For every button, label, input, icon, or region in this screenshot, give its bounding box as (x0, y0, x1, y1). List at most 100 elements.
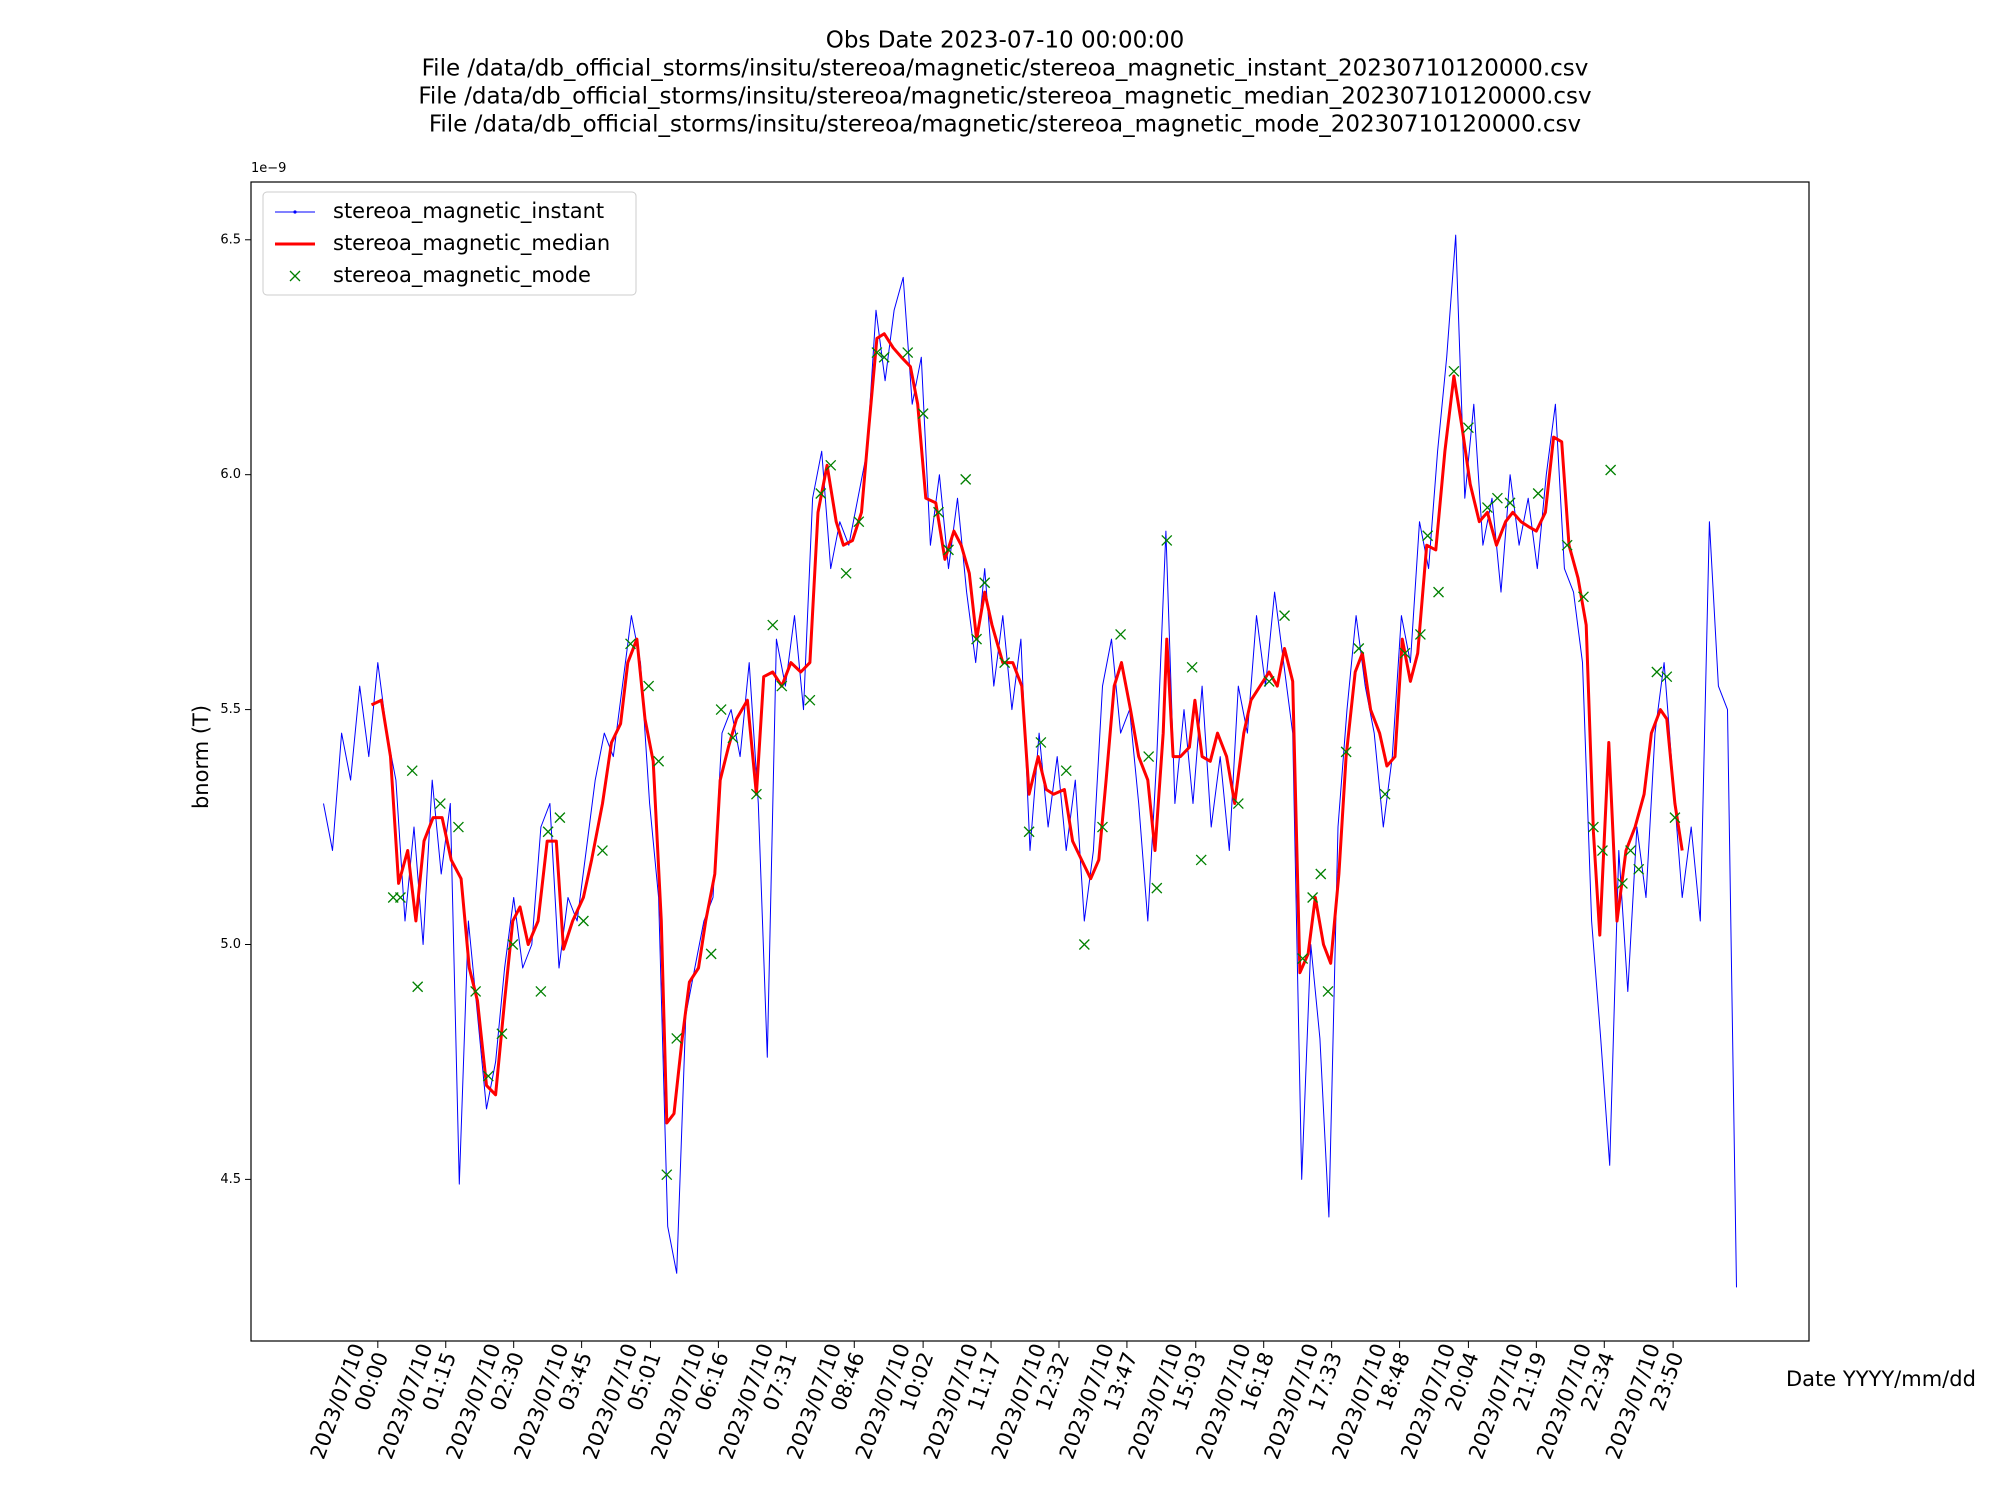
mode-marker (840, 567, 852, 579)
mode-marker (1097, 821, 1108, 833)
mode-marker (1561, 539, 1573, 551)
mode-marker (625, 638, 636, 650)
mode-marker (1669, 812, 1681, 824)
mode-marker (434, 798, 446, 810)
mode-marker (1023, 826, 1035, 838)
mode-marker (878, 351, 890, 363)
mode-marker (750, 788, 762, 800)
mode-marker (1433, 586, 1444, 598)
mode-marker (1504, 497, 1516, 509)
mode-marker (671, 1032, 683, 1044)
legend-box (262, 191, 637, 296)
mode-marker (1399, 647, 1411, 659)
mode-marker (470, 986, 482, 997)
mode-marker (507, 939, 519, 950)
mode-marker (999, 657, 1011, 669)
mode-marker (661, 1169, 673, 1181)
mode-marker (1422, 530, 1434, 542)
mode-marker (853, 516, 865, 528)
mode-marker (1060, 765, 1072, 777)
mode-marker (1481, 502, 1493, 514)
mode-marker (1651, 666, 1663, 678)
mode-marker (1297, 953, 1309, 965)
mode-marker (943, 544, 954, 556)
mode-marker (971, 633, 983, 645)
mode-marker (1078, 939, 1090, 950)
mode-marker (496, 1028, 508, 1040)
legend-label: stereoa_magnetic_mode (333, 263, 591, 288)
mode-marker (535, 986, 547, 997)
mode-marker (1195, 854, 1207, 866)
legend-marker (289, 270, 301, 282)
mode-marker (1448, 365, 1460, 377)
legend-label: stereoa_magnetic_median (333, 231, 610, 256)
mode-marker (1597, 845, 1608, 856)
mode-marker (577, 915, 589, 927)
mode-marker (1414, 628, 1426, 640)
mode-marker (1462, 422, 1474, 434)
mode-marker (1279, 610, 1290, 622)
median-line (370, 332, 1684, 1125)
plot-area (323, 234, 1737, 1288)
mode-marker (1161, 534, 1173, 546)
mode-marker (1035, 737, 1047, 748)
mode-marker (1633, 863, 1645, 875)
legend-dot (293, 210, 297, 214)
mode-marker (1625, 845, 1637, 856)
mode-marker (1322, 986, 1334, 997)
mode-marker (1340, 746, 1352, 758)
mode-marker (1232, 798, 1244, 810)
mode-marker (979, 577, 991, 589)
legend-label: stereoa_magnetic_instant (333, 199, 604, 224)
y-tick-label: 6.0 (220, 467, 241, 482)
mode-marker (452, 821, 464, 833)
mode-marker (727, 732, 739, 744)
mode-marker (1263, 675, 1275, 687)
mode-marker (933, 506, 944, 518)
mode-marker (1143, 751, 1155, 763)
mode-marker (1186, 661, 1198, 673)
mode-marker (643, 680, 655, 692)
axes-frame (250, 181, 1810, 1342)
mode-marker (804, 694, 816, 706)
mode-marker (917, 408, 929, 420)
mode-marker (554, 812, 566, 824)
mode-marker (412, 981, 424, 993)
mode-marker (596, 845, 608, 856)
mode-marker (902, 347, 914, 358)
mode-marker (825, 459, 837, 471)
mode-marker (715, 704, 727, 716)
y-tick-label: 5.5 (220, 702, 241, 717)
chart-subtitle: File /data/db_official_storms/insitu/ste… (418, 84, 1591, 110)
y-tick-label: 6.5 (220, 232, 241, 247)
mode-marker (1151, 882, 1163, 894)
mode-marker (1661, 671, 1673, 683)
chart-title: Obs Date 2023-07-10 00:00:00 (826, 28, 1185, 54)
chart-subtitle: File /data/db_official_storms/insitu/ste… (422, 56, 1589, 82)
mode-marker (960, 473, 972, 485)
mode-marker (1379, 788, 1391, 800)
mode-marker (542, 826, 554, 838)
mode-marker (1605, 464, 1617, 476)
mode-marker (1491, 492, 1503, 504)
mode-marker (871, 347, 883, 358)
mode-marker (1532, 488, 1544, 499)
mode-marker (1315, 868, 1327, 880)
y-axis-label: bnorm (T) (189, 705, 213, 809)
mode-marker (1577, 591, 1589, 603)
mode-marker (776, 680, 788, 692)
mode-marker (653, 755, 665, 767)
mode-marker (482, 1070, 494, 1082)
mode-marker (767, 619, 779, 631)
instant-line (323, 234, 1737, 1288)
y-offset-label: 1e−9 (251, 161, 286, 176)
x-axis-label: Date YYYY/mm/dd (1786, 1367, 1976, 1391)
mode-marker (815, 488, 827, 499)
mode-marker (1115, 628, 1127, 640)
mode-marker (1307, 892, 1319, 903)
mode-marker (1587, 821, 1599, 833)
mode-marker (406, 765, 418, 777)
y-tick-label: 5.0 (220, 937, 241, 952)
